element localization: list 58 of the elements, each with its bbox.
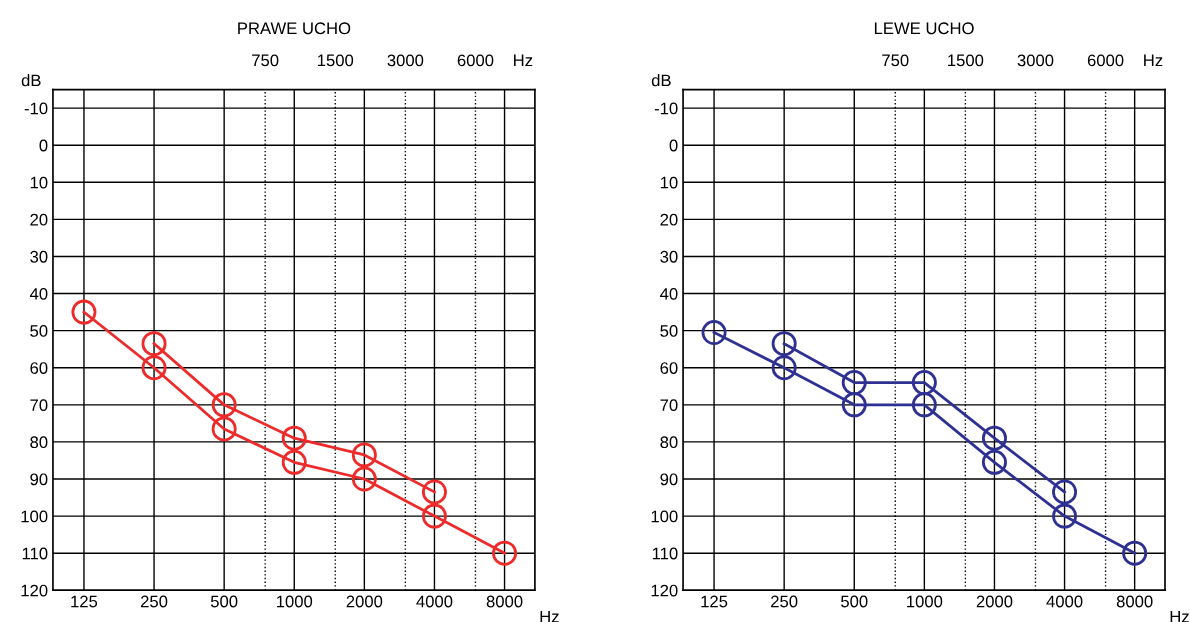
ref-line-label: 1500: [317, 54, 354, 67]
y-tick-label: 10: [30, 176, 48, 189]
ref-line-label: 3000: [387, 54, 424, 67]
x-tick-label: 2000: [976, 595, 1013, 608]
text: Hz: [514, 54, 533, 67]
y-tick-label: -10: [654, 102, 678, 115]
y-tick-label: -10: [24, 102, 48, 115]
y-tick-label: 70: [660, 399, 678, 412]
y-tick-label: 90: [30, 473, 48, 486]
x-axis-title: Hz: [540, 610, 559, 622]
x-tick-label: 4000: [416, 595, 453, 608]
y-tick-label: 10: [660, 176, 678, 189]
ref-line-label: 6000: [1087, 54, 1124, 67]
x-tick-label: 500: [841, 595, 868, 608]
x-tick-label: 125: [701, 595, 728, 608]
x-tick-label: 2000: [346, 595, 383, 608]
ref-line-label: 750: [882, 54, 909, 67]
chart-title: PRAWE UCHO: [238, 22, 351, 35]
x-tick-label: 1000: [907, 595, 943, 608]
y-tick-label: 50: [660, 325, 678, 337]
y-tick-label: 20: [660, 213, 678, 226]
y-tick-label: 120: [21, 584, 48, 597]
y-tick-label: 40: [29, 287, 48, 300]
y-axis-title: dB: [651, 74, 671, 87]
ref-line-label: 1500: [948, 54, 984, 67]
y-tick-label: 90: [660, 473, 678, 486]
x-tick-label: 250: [771, 595, 798, 608]
x-axis-title: Hz: [1170, 610, 1189, 622]
x-tick-label: 8000: [486, 595, 523, 608]
y-tick-label: 70: [30, 399, 48, 412]
y-tick-label: 0: [669, 139, 678, 152]
y-tick-label: 100: [651, 510, 678, 523]
chart-title: LEWE UCHO: [874, 22, 974, 35]
x-tick-label: 250: [140, 595, 168, 608]
x-tick-label: 4000: [1046, 595, 1083, 608]
y-tick-label: 60: [660, 362, 678, 374]
ref-line-label: 3000: [1017, 54, 1054, 67]
y-axis-title: dB: [21, 74, 41, 87]
y-tick-label: 80: [660, 436, 678, 449]
y-tick-label: 100: [21, 510, 48, 523]
ref-line-label: 6000: [457, 54, 494, 67]
y-tick-label: 30: [660, 250, 678, 263]
text: Hz: [1144, 54, 1163, 67]
y-tick-label: 20: [30, 213, 48, 226]
x-tick-label: 8000: [1116, 595, 1153, 608]
y-tick-label: 50: [30, 325, 48, 337]
y-tick-label: 40: [660, 287, 678, 300]
y-tick-label: 60: [30, 362, 48, 374]
y-tick-label: 30: [30, 250, 48, 263]
ref-line-label: 750: [252, 54, 279, 67]
y-tick-label: 0: [39, 139, 48, 152]
x-tick-label: 1000: [276, 595, 313, 608]
x-tick-label: 500: [210, 595, 238, 608]
y-tick-label: 110: [652, 547, 678, 560]
x-tick-label: 125: [71, 595, 98, 608]
y-tick-label: 110: [22, 547, 48, 560]
y-tick-label: 80: [30, 436, 48, 449]
y-tick-label: 120: [651, 584, 678, 597]
